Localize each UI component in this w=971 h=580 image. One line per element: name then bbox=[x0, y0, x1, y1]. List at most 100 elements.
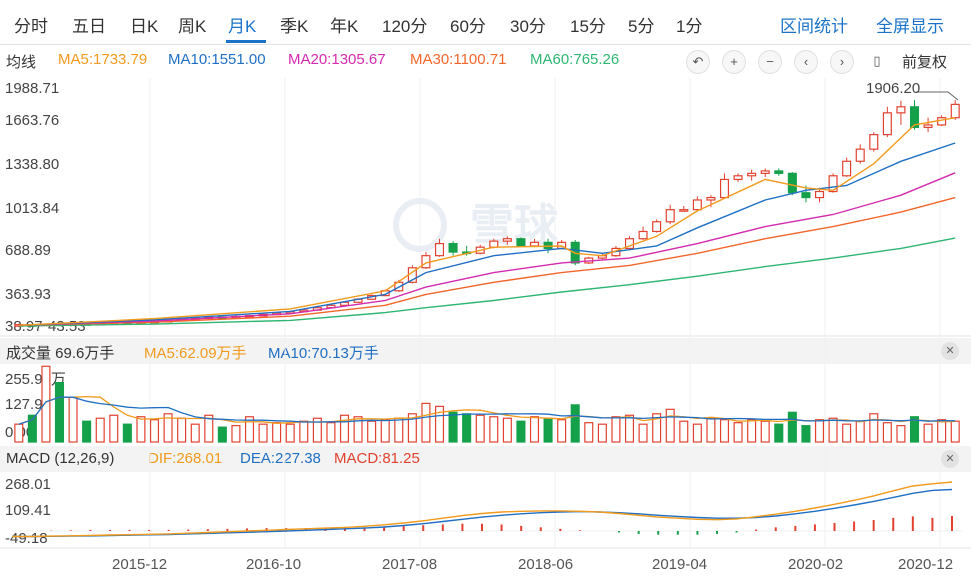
volume-bar bbox=[394, 417, 404, 443]
candle-body bbox=[909, 106, 920, 128]
x-axis-label: 2017-08 bbox=[382, 556, 438, 573]
tab-intraday[interactable]: 分时 bbox=[14, 17, 48, 36]
prev-icon[interactable]: ‹ bbox=[794, 50, 818, 74]
ma10-value: MA10:1551.00 bbox=[168, 51, 266, 68]
candle-body bbox=[733, 175, 743, 181]
volume-bar bbox=[882, 422, 892, 443]
volume-bar bbox=[584, 422, 594, 443]
volume-bar bbox=[543, 417, 553, 443]
tab-15min[interactable]: 15分 bbox=[570, 17, 606, 36]
next-icon[interactable]: › bbox=[830, 50, 854, 74]
back-icon[interactable]: ↶ bbox=[686, 50, 710, 74]
ma20-value: MA20:1305.67 bbox=[288, 51, 386, 68]
x-axis-label: 2020-02 bbox=[788, 556, 844, 573]
volume-bar bbox=[68, 396, 78, 443]
tab-monthly-k[interactable]: 月K bbox=[228, 17, 257, 36]
candle-body bbox=[706, 196, 716, 201]
candle-body bbox=[937, 117, 947, 126]
x-axis-label: 2019-04 bbox=[652, 556, 708, 573]
candle-body bbox=[855, 148, 865, 162]
x-axis-label: 2018-06 bbox=[518, 556, 574, 573]
zoom-in-icon[interactable]: + bbox=[722, 50, 746, 74]
tab-1min[interactable]: 1分 bbox=[676, 17, 703, 36]
price-axis-label: 1663.76 bbox=[5, 112, 60, 129]
x-axis-label: 2020-12 bbox=[898, 556, 954, 573]
tab-weekly-k[interactable]: 周K bbox=[178, 17, 207, 36]
volume-bar bbox=[54, 382, 65, 443]
candle-body bbox=[869, 134, 879, 150]
x-axis-label: 2016-10 bbox=[246, 556, 302, 573]
volume-bar bbox=[95, 417, 105, 443]
candle-body bbox=[638, 230, 648, 240]
candle-body bbox=[923, 124, 933, 128]
tab-yearly-k[interactable]: 年K bbox=[330, 17, 359, 36]
volume-bar bbox=[285, 423, 295, 443]
volume-bar bbox=[489, 416, 499, 443]
volume-bar bbox=[692, 423, 702, 443]
candle-body bbox=[950, 103, 960, 119]
zoom-out-icon[interactable]: − bbox=[758, 50, 782, 74]
volume-bar bbox=[760, 420, 770, 443]
volume-bar bbox=[122, 423, 132, 443]
candle-body bbox=[719, 178, 730, 199]
volume-bar bbox=[448, 411, 458, 443]
volume-header: 成交量 69.6万手 MA5:62.09万手 MA10:70.13万手 ✕ bbox=[0, 338, 971, 364]
macd-dif: DIF:268.01 bbox=[148, 450, 223, 467]
tab-five-day[interactable]: 五日 bbox=[72, 17, 106, 36]
candle-body bbox=[882, 112, 892, 136]
price-axis-label: 1013.84 bbox=[5, 200, 60, 217]
candle-body bbox=[624, 238, 635, 250]
range-stats-link[interactable]: 区间统计 bbox=[780, 17, 848, 36]
volume-bar bbox=[109, 414, 119, 443]
tab-daily-k[interactable]: 日K bbox=[130, 17, 159, 36]
tab-quarterly-k[interactable]: 季K bbox=[280, 17, 309, 36]
volume-bar bbox=[611, 416, 621, 443]
tab-30min[interactable]: 30分 bbox=[510, 17, 546, 36]
max-price-pointer bbox=[916, 91, 959, 101]
tab-5min[interactable]: 5分 bbox=[628, 17, 655, 36]
volume-axis-label: 255.90万 bbox=[5, 371, 66, 388]
volume-bar bbox=[82, 420, 92, 443]
volume-bar bbox=[299, 420, 309, 443]
candle-icon[interactable]: ▯ bbox=[873, 53, 881, 68]
ma-legend-bar: 均线 MA5:1733.79 MA10:1551.00 MA20:1305.67… bbox=[0, 48, 971, 74]
volume-bar bbox=[367, 420, 377, 443]
candle-body bbox=[529, 241, 540, 247]
volume-bar bbox=[733, 422, 743, 443]
volume-axis-label: 127.95 bbox=[5, 396, 51, 413]
volume-bar bbox=[312, 417, 322, 443]
candle-body bbox=[652, 221, 662, 233]
volume-bar bbox=[923, 423, 933, 443]
close-icon[interactable]: ✕ bbox=[941, 450, 959, 468]
candle-body bbox=[828, 175, 838, 193]
volume-ma5-line bbox=[18, 395, 956, 425]
volume-bar bbox=[747, 419, 757, 443]
candle-body bbox=[787, 172, 797, 194]
volume-bar bbox=[149, 419, 160, 443]
volume-bar bbox=[339, 414, 350, 443]
volume-bar bbox=[652, 413, 662, 443]
candle-body bbox=[801, 192, 811, 199]
volume-bar bbox=[177, 417, 187, 443]
volume-bar bbox=[163, 413, 173, 443]
watermark-logo bbox=[393, 198, 447, 252]
ma-label: 均线 bbox=[6, 54, 37, 71]
tab-60min[interactable]: 60分 bbox=[450, 17, 486, 36]
fullscreen-link[interactable]: 全屏显示 bbox=[876, 17, 944, 36]
candle-body bbox=[434, 242, 445, 257]
close-icon[interactable]: ✕ bbox=[941, 342, 959, 360]
adjust-mode[interactable]: 前复权 bbox=[902, 54, 948, 71]
macd-dea: DEA:227.38 bbox=[240, 450, 321, 467]
volume-bar bbox=[231, 425, 241, 443]
ma30-value: MA30:1100.71 bbox=[410, 51, 507, 68]
volume-bar bbox=[502, 417, 512, 443]
volume-bar bbox=[719, 419, 730, 443]
candle-body bbox=[774, 170, 784, 174]
candle-body bbox=[448, 242, 458, 253]
candle-body bbox=[896, 106, 906, 114]
volume-bar bbox=[909, 416, 920, 443]
tab-120min[interactable]: 120分 bbox=[382, 17, 428, 36]
volume-bar bbox=[679, 420, 689, 443]
volume-bar bbox=[787, 411, 797, 443]
